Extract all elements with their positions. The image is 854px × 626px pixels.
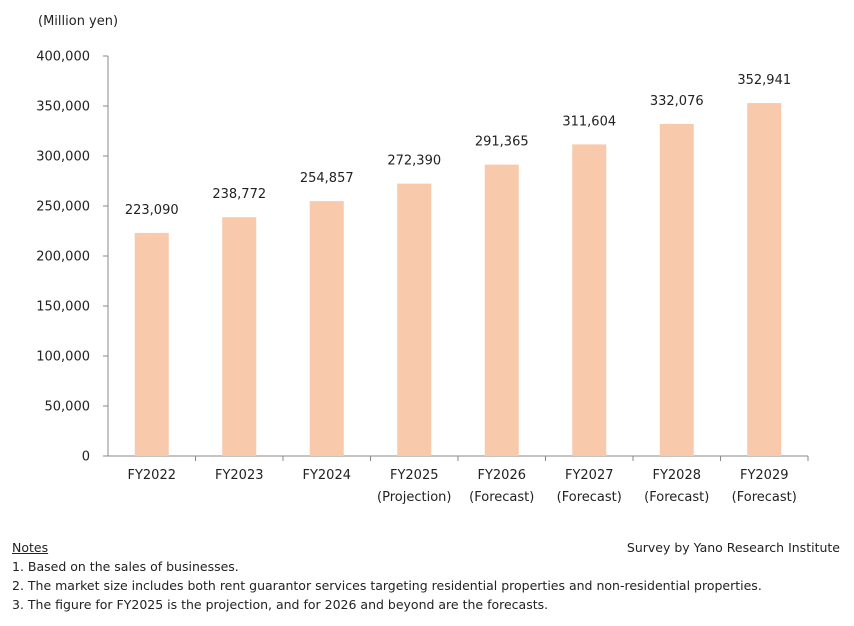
bar-value-label: 254,857 bbox=[300, 171, 354, 186]
bar bbox=[484, 164, 519, 456]
note-item: 1. Based on the sales of businesses. bbox=[12, 559, 239, 574]
y-tick-label: 300,000 bbox=[36, 150, 90, 165]
bar-value-label: 352,941 bbox=[737, 73, 791, 88]
value-labels: 223,090 238,772 254,857 272,390 291,365 311,6… bbox=[125, 73, 791, 218]
bar bbox=[222, 217, 257, 456]
bar bbox=[747, 103, 782, 457]
x-tick-label: FY2027 bbox=[565, 468, 614, 483]
bar bbox=[134, 232, 169, 456]
axes bbox=[107, 56, 809, 461]
x-tick-label: FY2022 bbox=[127, 468, 176, 483]
y-tick-label: 250,000 bbox=[36, 200, 90, 215]
y-axis-unit-label: (Million yen) bbox=[38, 14, 118, 29]
x-axis-labels: FY2022 FY2023 FY2024 FY2025 (Projection) FY20… bbox=[127, 468, 796, 505]
notes-heading: Notes bbox=[12, 540, 49, 555]
bar-chart: (Million yen) 0 50,000 100,000 150,000 200,0… bbox=[36, 14, 809, 505]
x-tick-sublabel: (Projection) bbox=[377, 490, 451, 505]
y-tick-label: 50,000 bbox=[45, 400, 91, 415]
x-tick-label: FY2023 bbox=[215, 468, 264, 483]
y-tick-label: 0 bbox=[82, 450, 90, 465]
note-item: 2. The market size includes both rent gu… bbox=[12, 578, 762, 593]
y-tick-label: 100,000 bbox=[36, 350, 90, 365]
x-tick-sublabel: (Forecast) bbox=[732, 490, 797, 505]
bar-value-label: 311,604 bbox=[562, 114, 616, 129]
y-tick-label: 200,000 bbox=[36, 250, 90, 265]
y-tick-label: 350,000 bbox=[36, 100, 90, 115]
x-tick-label: FY2024 bbox=[302, 468, 351, 483]
y-axis-ticks: 0 50,000 100,000 150,000 200,000 250,000 300,0… bbox=[36, 50, 108, 465]
note-item: 3. The figure for FY2025 is the projecti… bbox=[12, 597, 549, 612]
bar-value-label: 223,090 bbox=[125, 203, 179, 218]
bars bbox=[134, 103, 782, 457]
source-credit: Survey by Yano Research Institute bbox=[626, 540, 840, 555]
x-tick-label: FY2029 bbox=[740, 468, 789, 483]
bar-value-label: 291,365 bbox=[475, 135, 529, 150]
bar-value-label: 332,076 bbox=[650, 94, 704, 109]
bar-value-label: 238,772 bbox=[212, 187, 266, 202]
x-tick-label: FY2026 bbox=[477, 468, 526, 483]
bar bbox=[659, 123, 694, 456]
x-tick-label: FY2025 bbox=[390, 468, 439, 483]
x-tick-sublabel: (Forecast) bbox=[557, 490, 622, 505]
bar bbox=[397, 183, 432, 457]
bar-value-label: 272,390 bbox=[387, 154, 441, 169]
x-tick-sublabel: (Forecast) bbox=[644, 490, 709, 505]
x-tick-sublabel: (Forecast) bbox=[469, 490, 534, 505]
y-tick-label: 150,000 bbox=[36, 300, 90, 315]
x-tick-label: FY2028 bbox=[652, 468, 701, 483]
bar bbox=[572, 144, 607, 456]
notes: Notes 1. Based on the sales of businesse… bbox=[12, 538, 762, 614]
y-tick-label: 400,000 bbox=[36, 50, 90, 65]
bar bbox=[309, 201, 344, 456]
